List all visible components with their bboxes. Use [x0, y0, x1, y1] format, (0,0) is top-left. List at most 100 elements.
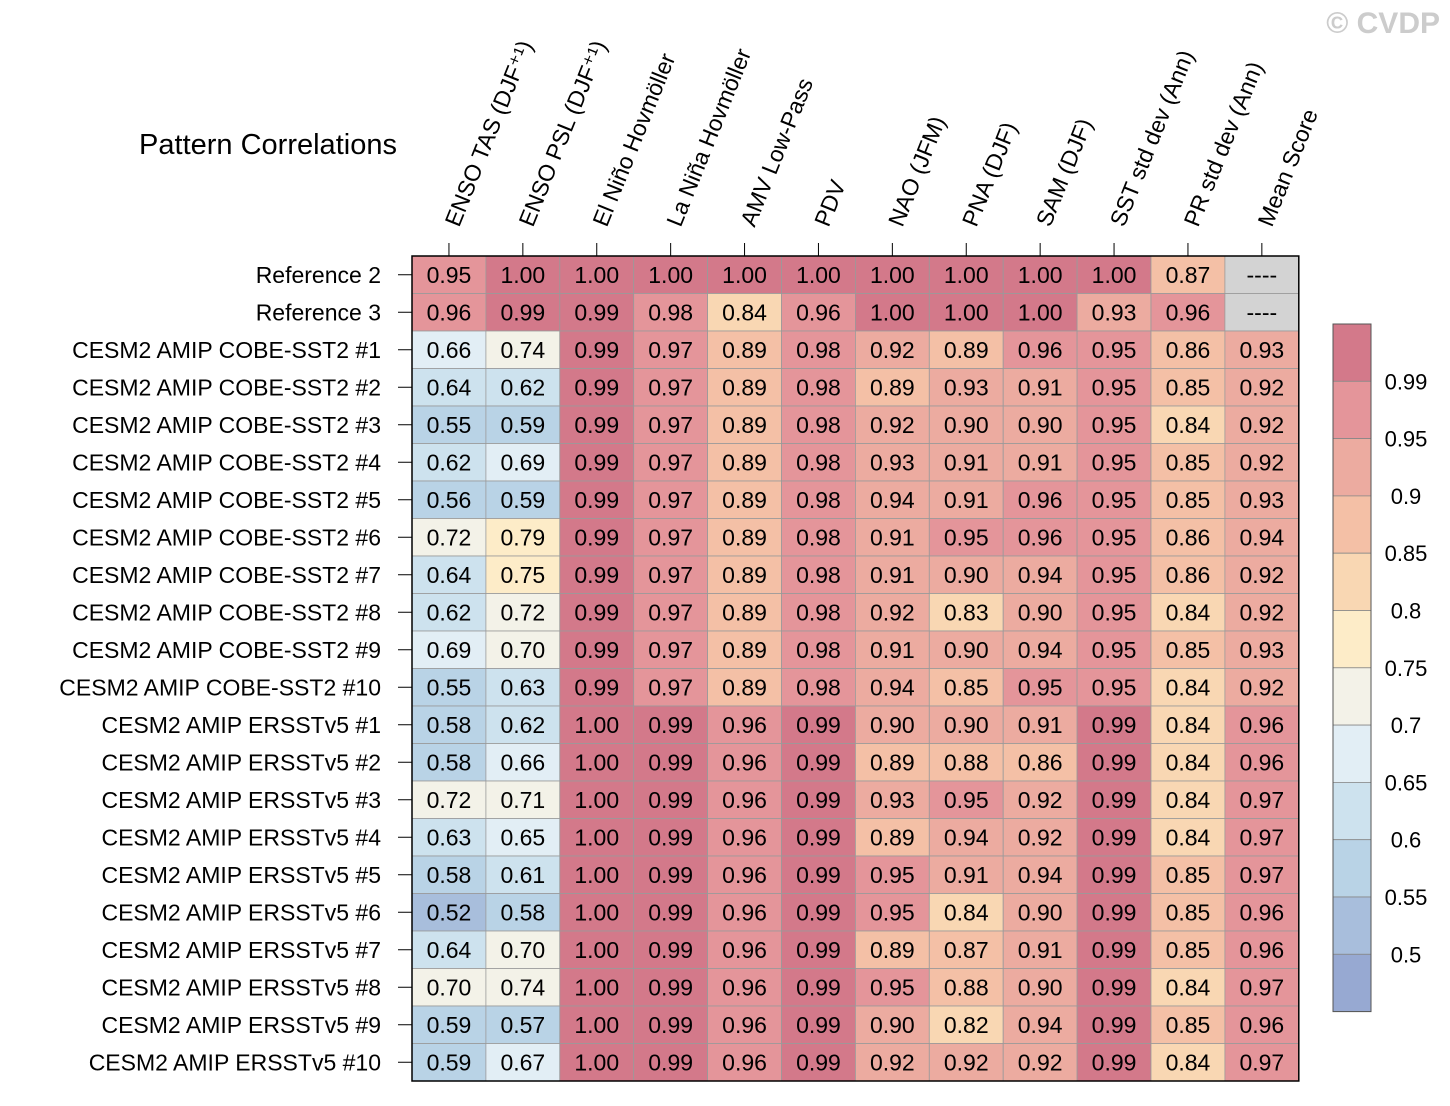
heatmap-cell: [1224, 1005, 1300, 1044]
heatmap-cell: [1224, 405, 1300, 444]
cell-value-label: 0.63: [500, 674, 545, 700]
heatmap-cell: [707, 855, 782, 894]
cell-value-label: 1.00: [574, 899, 619, 925]
heatmap-cell: [855, 705, 930, 744]
heatmap-cell: [855, 1005, 930, 1044]
colorbar-tick-label: 0.75: [1385, 656, 1428, 681]
heatmap-cell: [1150, 518, 1226, 557]
cell-value-label: 0.96: [722, 937, 767, 963]
row-label: CESM2 AMIP COBE-SST2 #6: [72, 524, 381, 550]
heatmap-cell: [1002, 330, 1078, 369]
heatmap-cell: [1224, 743, 1300, 782]
heatmap-cell: [411, 893, 487, 932]
heatmap-cell: [559, 893, 635, 932]
cell-value-label: 1.00: [796, 262, 841, 288]
row-label: CESM2 AMIP ERSSTv5 #6: [101, 899, 381, 925]
cell-value-label: 0.92: [1239, 562, 1284, 588]
heatmap-cell: [1002, 480, 1078, 519]
cell-value-label: 0.92: [870, 412, 915, 438]
cell-value-label: 0.84: [1166, 1049, 1211, 1075]
cell-value-label: 0.98: [796, 487, 841, 513]
cell-value-label: 0.85: [1166, 899, 1211, 925]
heatmap-cell: [411, 1043, 487, 1082]
cell-value-label: 0.99: [648, 937, 693, 963]
heatmap-cell: [559, 818, 635, 857]
cell-value-label: 0.98: [796, 524, 841, 550]
cell-value-label: 0.99: [648, 1049, 693, 1075]
cell-value-label: 0.70: [500, 637, 545, 663]
cell-value-label: 0.90: [1018, 899, 1063, 925]
cell-value-label: 0.95: [1092, 487, 1137, 513]
cell-value-label: 0.95: [1018, 674, 1063, 700]
row-label: CESM2 AMIP ERSSTv5 #2: [101, 749, 381, 775]
heatmap-cell: [707, 368, 782, 407]
heatmap-cell: [1002, 930, 1078, 969]
heatmap-cell: [633, 1005, 709, 1044]
cell-value-label: 0.84: [944, 899, 989, 925]
colorbar-swatch: [1332, 953, 1372, 1012]
row-label: CESM2 AMIP ERSSTv5 #4: [101, 824, 381, 850]
heatmap-cell: [485, 968, 561, 1007]
cell-value-label: 0.89: [944, 337, 989, 363]
heatmap-cell: [411, 930, 487, 969]
heatmap-cell: [1224, 330, 1300, 369]
heatmap-cell: [1002, 555, 1078, 594]
cell-value-label: 0.99: [796, 899, 841, 925]
cell-value-label: 0.95: [427, 262, 472, 288]
cell-value-label: 0.87: [944, 937, 989, 963]
cell-value-label: 0.84: [1166, 974, 1211, 1000]
colorbar-swatch: [1332, 782, 1372, 841]
colorbar-border: [1332, 323, 1372, 1013]
cell-value-label: 0.55: [427, 674, 472, 700]
heatmap-cell: [411, 480, 487, 519]
cell-value-label: 0.89: [870, 824, 915, 850]
heatmap-cell: [1150, 405, 1226, 444]
cell-value-label: 0.70: [500, 937, 545, 963]
cell-value-label: 0.85: [1166, 937, 1211, 963]
cell-value-label: 0.99: [1092, 1012, 1137, 1038]
heatmap-cell: [485, 368, 561, 407]
cell-value-label: 0.94: [870, 674, 915, 700]
cell-value-label: 0.85: [1166, 374, 1211, 400]
cell-value-label: 0.93: [1239, 337, 1284, 363]
cell-value-label: 0.95: [870, 899, 915, 925]
cell-value-label: 0.99: [1092, 749, 1137, 775]
colorbar-tick-label: 0.5: [1391, 942, 1422, 967]
cell-value-label: 0.99: [796, 1049, 841, 1075]
heatmap-cell: [485, 443, 561, 482]
cell-value-label: 0.91: [870, 524, 915, 550]
cell-value-label: 0.86: [1166, 337, 1211, 363]
heatmap-cell: [485, 480, 561, 519]
heatmap-cell: [1224, 443, 1300, 482]
heatmap-cell: [1150, 780, 1226, 819]
cell-value-label: 1.00: [722, 262, 767, 288]
heatmap-cell: [928, 368, 1004, 407]
cell-value-label: 0.89: [722, 599, 767, 625]
cell-value-label: 0.94: [1018, 862, 1063, 888]
heatmap-cell: [559, 668, 635, 707]
heatmap-cell: [1076, 368, 1152, 407]
cell-value-label: 0.99: [796, 974, 841, 1000]
heatmap-cell: [1224, 668, 1300, 707]
heatmap-cell: [1224, 555, 1300, 594]
cell-value-label: 0.99: [796, 712, 841, 738]
heatmap-cell: [411, 518, 487, 557]
heatmap-cell: [855, 818, 930, 857]
row-label: CESM2 AMIP COBE-SST2 #1: [72, 337, 381, 363]
cell-value-label: 0.96: [1239, 749, 1284, 775]
heatmap-cell: [485, 518, 561, 557]
column-label: NAO (JFM): [883, 112, 951, 230]
cell-value-label: 1.00: [1092, 262, 1137, 288]
heatmap-cell: [633, 443, 709, 482]
cell-value-label: 0.96: [427, 299, 472, 325]
colorbar-tick-label: 0.95: [1385, 427, 1428, 452]
cell-value-label: 0.86: [1166, 524, 1211, 550]
cell-value-label: 0.96: [1018, 487, 1063, 513]
heatmap-cell: [707, 1043, 782, 1082]
colorbar-tick-label: 0.99: [1385, 369, 1428, 394]
cell-value-label: 0.62: [500, 374, 545, 400]
heatmap-cell: [1002, 1043, 1078, 1082]
cell-value-label: 0.79: [500, 524, 545, 550]
heatmap-cell: [1076, 330, 1152, 369]
